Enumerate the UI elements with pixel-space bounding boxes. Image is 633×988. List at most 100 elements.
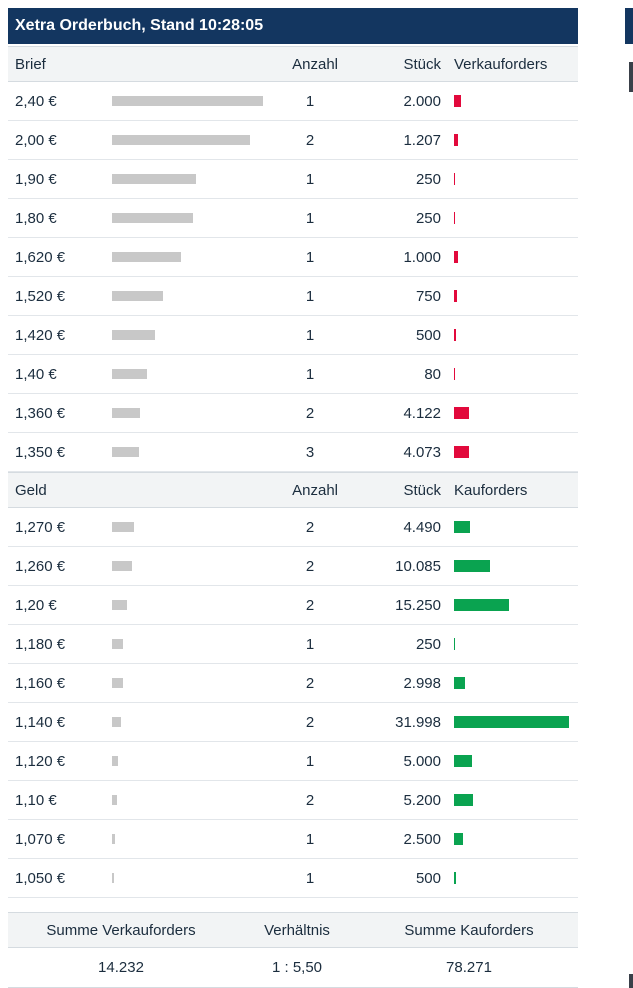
price-bar-cell [106, 291, 276, 301]
volume-cell: 4.490 [403, 518, 441, 536]
order-count-cell: 2 [305, 713, 315, 731]
summary-table: Summe Verkauforders Verhältnis Summe Kau… [8, 912, 578, 988]
price-bar-cell [106, 408, 276, 418]
orders-bar-cell [441, 521, 578, 533]
bid-volume-header: Stück [403, 481, 441, 499]
orders-bar-cell [441, 599, 578, 611]
volume-cell: 2.500 [403, 830, 441, 848]
bid-row: 1,070 € 1 2.500 [8, 820, 578, 859]
price-level-bar [112, 96, 263, 106]
order-count-cell: 2 [305, 518, 315, 536]
orders-bar-cell [441, 212, 578, 224]
volume-cell: 5.200 [403, 791, 441, 809]
ask-header-row: Brief Anzahl Stück Verkauforders [8, 46, 578, 82]
order-count-cell: 1 [305, 287, 315, 305]
price-bar-cell [106, 834, 276, 844]
order-count-cell: 2 [305, 404, 315, 422]
ask-row: 1,520 € 1 750 [8, 277, 578, 316]
price-level-bar [112, 213, 193, 223]
orders-bar-cell [441, 407, 578, 419]
ask-row: 2,00 € 2 1.207 [8, 121, 578, 160]
order-count-cell: 1 [305, 326, 315, 344]
bid-row: 1,120 € 1 5.000 [8, 742, 578, 781]
price-bar-cell [106, 174, 276, 184]
ask-row: 1,420 € 1 500 [8, 316, 578, 355]
adjacent-panel-fragment-top [629, 62, 633, 92]
price-bar-cell [106, 330, 276, 340]
price-level-bar [112, 873, 114, 883]
bid-row: 1,260 € 2 10.085 [8, 547, 578, 586]
price-level-bar [112, 174, 196, 184]
price-cell: 2,40 € [15, 92, 57, 110]
bid-price-header: Geld [15, 481, 47, 499]
orders-bar-cell [441, 794, 578, 806]
volume-cell: 31.998 [395, 713, 441, 731]
orders-bar-cell [441, 716, 578, 728]
order-volume-bar [454, 251, 458, 263]
panel-title: Xetra Orderbuch, Stand 10:28:05 [8, 8, 578, 44]
orders-bar-cell [441, 638, 578, 650]
order-count-cell: 1 [305, 209, 315, 227]
bid-row: 1,140 € 2 31.998 [8, 703, 578, 742]
ask-orders-header: Verkauforders [454, 55, 548, 73]
price-bar-cell [106, 717, 276, 727]
volume-cell: 15.250 [395, 596, 441, 614]
order-volume-bar [454, 833, 463, 845]
order-count-cell: 1 [305, 635, 315, 653]
order-volume-bar [454, 677, 465, 689]
adjacent-panel-header-fragment [625, 8, 633, 44]
orders-bar-cell [441, 134, 578, 146]
price-bar-cell [106, 447, 276, 457]
volume-cell: 500 [415, 869, 441, 887]
price-cell: 1,120 € [15, 752, 66, 770]
ask-row: 1,90 € 1 250 [8, 160, 578, 199]
price-cell: 1,350 € [15, 443, 66, 461]
volume-cell: 250 [415, 170, 441, 188]
bid-row: 1,050 € 1 500 [8, 859, 578, 898]
bid-rows: 1,270 € 2 4.490 1,260 € 2 10.085 1,20 € … [8, 508, 578, 898]
price-cell: 2,00 € [15, 131, 57, 149]
ask-count-header: Anzahl [292, 55, 338, 73]
price-cell: 1,10 € [15, 791, 57, 809]
summary-buy-value: 78.271 [446, 959, 492, 976]
orders-bar-cell [441, 95, 578, 107]
order-volume-bar [454, 134, 459, 146]
orderbook-table: Brief Anzahl Stück Verkauforders 2,40 € … [8, 46, 578, 898]
volume-cell: 4.073 [403, 443, 441, 461]
orders-bar-cell [441, 755, 578, 767]
orders-bar-cell [441, 290, 578, 302]
bid-row: 1,180 € 1 250 [8, 625, 578, 664]
price-bar-cell [106, 756, 276, 766]
order-volume-bar [454, 599, 509, 611]
summary-ratio-value: 1 : 5,50 [271, 959, 323, 976]
order-count-cell: 2 [305, 131, 315, 149]
orders-bar-cell [441, 173, 578, 185]
price-bar-cell [106, 561, 276, 571]
ask-row: 1,620 € 1 1.000 [8, 238, 578, 277]
order-count-cell: 2 [305, 791, 315, 809]
price-level-bar [112, 600, 127, 610]
summary-sell-value: 14.232 [98, 959, 144, 976]
summary-sell-header: Summe Verkauforders [46, 921, 196, 939]
order-volume-bar [454, 521, 471, 533]
volume-cell: 1.000 [403, 248, 441, 266]
bid-row: 1,270 € 2 4.490 [8, 508, 578, 547]
volume-cell: 1.207 [403, 131, 441, 149]
bid-row: 1,10 € 2 5.200 [8, 781, 578, 820]
orders-bar-cell [441, 329, 578, 341]
price-cell: 1,180 € [15, 635, 66, 653]
order-volume-bar [454, 290, 457, 302]
ask-rows: 2,40 € 1 2.000 2,00 € 2 1.207 1,90 € 1 2… [8, 82, 578, 472]
order-count-cell: 2 [305, 596, 315, 614]
price-level-bar [112, 717, 121, 727]
price-level-bar [112, 447, 139, 457]
price-bar-cell [106, 213, 276, 223]
price-level-bar [112, 252, 181, 262]
order-count-cell: 3 [305, 443, 315, 461]
price-bar-cell [106, 522, 276, 532]
adjacent-panel-fragment-bottom [629, 974, 633, 988]
order-count-cell: 1 [305, 365, 315, 383]
bid-row: 1,20 € 2 15.250 [8, 586, 578, 625]
order-volume-bar [454, 560, 491, 572]
orders-bar-cell [441, 446, 578, 458]
